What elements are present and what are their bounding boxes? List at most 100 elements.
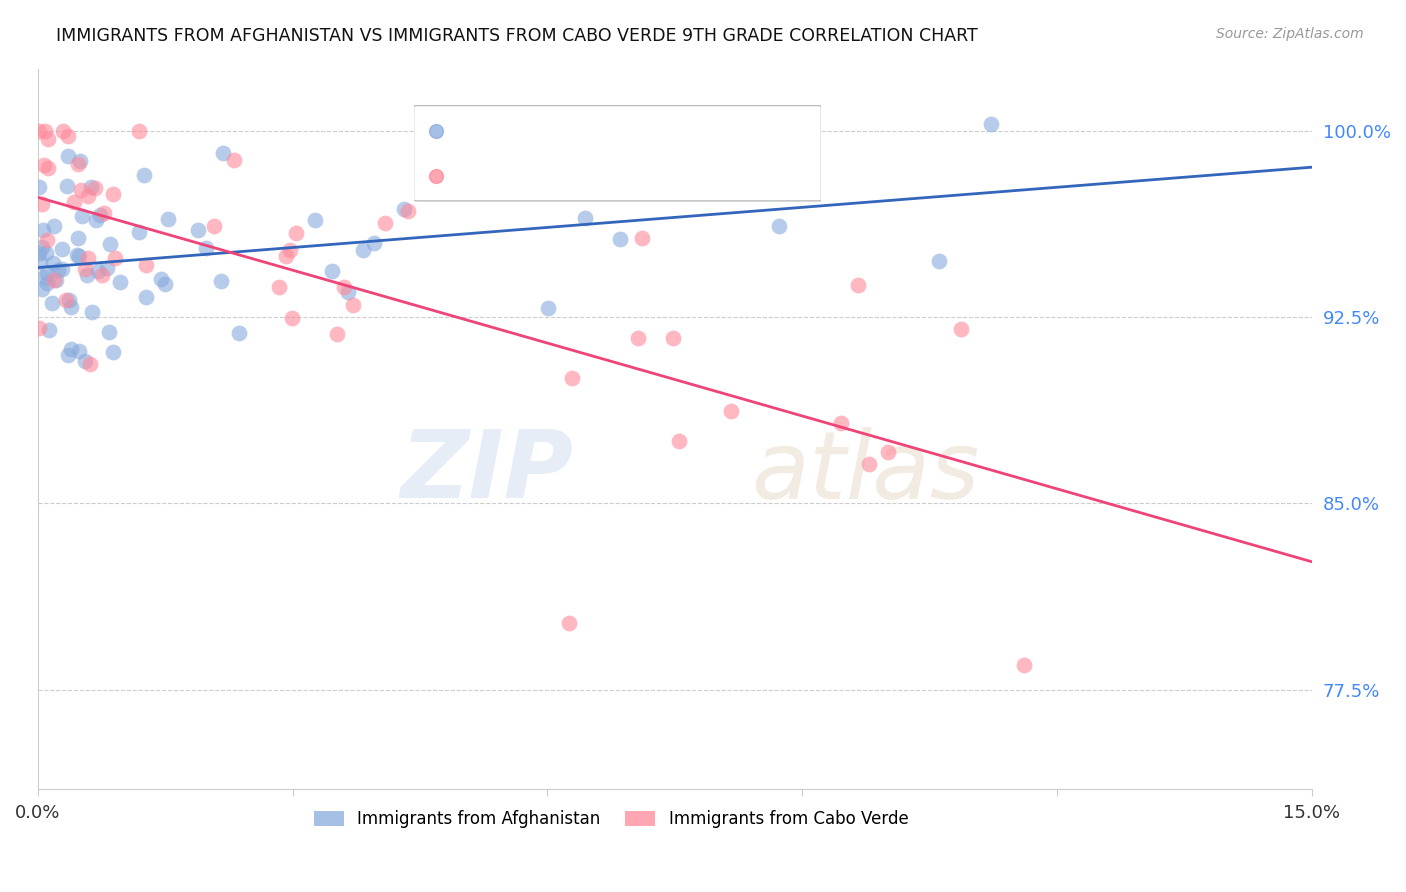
Point	[285, 226, 308, 240]
Point	[66, 157, 89, 171]
Point	[76, 268, 98, 283]
Point	[93, 205, 115, 219]
Point	[396, 204, 419, 219]
Point	[31, 239, 53, 253]
Point	[69, 344, 91, 359]
Point	[51, 242, 73, 256]
Point	[877, 445, 900, 459]
Point	[135, 289, 157, 303]
Point	[128, 225, 150, 239]
Text: Source: ZipAtlas.com: Source: ZipAtlas.com	[1216, 27, 1364, 41]
Point	[101, 345, 124, 359]
Point	[59, 342, 82, 356]
Point	[720, 404, 742, 418]
Point	[97, 326, 120, 340]
Point	[858, 458, 880, 472]
Point	[132, 168, 155, 182]
Legend: Immigrants from Afghanistan, Immigrants from Cabo Verde: Immigrants from Afghanistan, Immigrants …	[307, 804, 915, 835]
Point	[34, 245, 56, 260]
Point	[37, 131, 59, 145]
Point	[28, 123, 51, 137]
Point	[950, 321, 973, 335]
Point	[76, 252, 98, 266]
Point	[374, 216, 396, 230]
Point	[58, 349, 80, 363]
Point	[537, 301, 560, 316]
Point	[31, 197, 53, 211]
Point	[352, 243, 374, 257]
Point	[80, 180, 103, 194]
Point	[980, 117, 1002, 131]
Point	[342, 297, 364, 311]
Point	[28, 320, 51, 334]
Point	[66, 231, 89, 245]
Point	[96, 260, 118, 275]
Point	[56, 149, 79, 163]
Point	[194, 241, 217, 255]
Point	[86, 212, 108, 227]
Point	[35, 277, 58, 291]
Point	[69, 154, 91, 169]
Point	[209, 274, 232, 288]
Point	[42, 219, 65, 233]
Point	[101, 186, 124, 201]
Point	[34, 158, 56, 172]
Point	[104, 252, 127, 266]
Point	[202, 219, 225, 234]
Point	[89, 208, 111, 222]
Text: ZIP: ZIP	[399, 426, 572, 518]
Point	[42, 256, 65, 270]
Point	[67, 249, 90, 263]
Point	[281, 311, 304, 326]
Point	[84, 181, 107, 195]
Point	[69, 183, 91, 197]
Point	[28, 255, 51, 269]
Point	[274, 249, 297, 263]
Point	[91, 268, 114, 282]
Point	[668, 434, 690, 448]
Point	[56, 129, 79, 144]
Point	[278, 244, 301, 258]
Text: atlas: atlas	[751, 426, 980, 517]
Point	[768, 219, 790, 233]
Point	[211, 146, 233, 161]
Point	[34, 123, 56, 137]
Point	[630, 231, 652, 245]
Point	[72, 209, 94, 223]
Point	[420, 172, 443, 186]
Point	[561, 370, 583, 384]
Point	[326, 326, 349, 341]
Point	[627, 331, 650, 345]
Point	[609, 232, 631, 246]
Point	[557, 615, 579, 630]
Point	[77, 188, 100, 202]
Point	[269, 279, 291, 293]
Point	[128, 123, 150, 137]
Point	[304, 212, 326, 227]
Point	[80, 305, 103, 319]
Point	[75, 354, 97, 368]
Point	[28, 180, 51, 194]
Point	[224, 153, 246, 167]
Point	[110, 276, 132, 290]
Point	[87, 263, 110, 277]
Point	[153, 277, 176, 291]
Point	[79, 357, 101, 371]
Point	[31, 223, 53, 237]
Point	[830, 417, 852, 431]
Point	[37, 267, 59, 281]
Point	[31, 282, 53, 296]
Point	[73, 262, 96, 277]
Point	[156, 211, 179, 226]
Point	[730, 174, 752, 188]
Point	[37, 323, 59, 337]
Point	[1012, 657, 1035, 672]
Point	[41, 295, 63, 310]
Point	[134, 258, 156, 272]
Text: IMMIGRANTS FROM AFGHANISTAN VS IMMIGRANTS FROM CABO VERDE 9TH GRADE CORRELATION : IMMIGRANTS FROM AFGHANISTAN VS IMMIGRANT…	[56, 27, 979, 45]
Point	[60, 301, 83, 315]
Point	[66, 248, 89, 262]
Point	[98, 236, 121, 251]
Point	[321, 264, 343, 278]
Point	[37, 161, 59, 175]
